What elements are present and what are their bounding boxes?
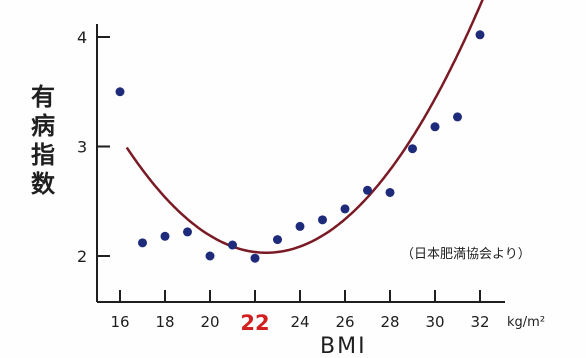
source-note: （日本肥満協会より）: [401, 247, 531, 262]
fit-curve: [125, 0, 484, 254]
x-axis-label: BMI: [320, 334, 367, 358]
data-point: [408, 144, 417, 154]
data-point: [115, 87, 125, 97]
data-point: [228, 240, 237, 250]
data-point: [273, 235, 282, 245]
y-tick-label: 4: [77, 28, 87, 47]
x-tick-label: 28: [380, 313, 399, 331]
y-axis-title-char: 病: [31, 112, 55, 140]
x-tick-label: 32: [470, 313, 489, 331]
data-point: [363, 185, 372, 195]
x-tick-label-highlight: 22: [240, 311, 269, 335]
data-point: [183, 227, 192, 237]
data-point: [318, 215, 327, 225]
data-point: [160, 231, 170, 241]
data-point: [205, 251, 215, 261]
y-axis-title-char: 指: [31, 141, 55, 169]
x-ticks: 16 18 20 22 24 26 28 30 32: [110, 290, 490, 335]
data-point: [475, 30, 485, 40]
x-tick-label: 18: [155, 313, 174, 331]
y-tick-label: 2: [77, 247, 87, 266]
x-tick-label: 26: [335, 313, 354, 331]
data-points: [115, 30, 485, 263]
x-tick-label: 20: [200, 313, 219, 331]
data-point: [295, 221, 305, 231]
data-point: [138, 238, 147, 248]
x-tick-label: 30: [425, 313, 444, 331]
x-tick-label: 16: [110, 313, 129, 331]
data-point: [340, 204, 350, 214]
y-tick-label: 3: [77, 138, 87, 157]
y-axis-title-char: 数: [31, 170, 56, 198]
y-axis-title-char: 有: [31, 83, 55, 111]
data-point: [430, 122, 440, 132]
x-tick-label: 24: [290, 313, 309, 331]
x-axis-unit: kg/m²: [507, 315, 545, 330]
data-point: [385, 187, 395, 197]
y-ticks: 2 3 4: [77, 28, 110, 266]
data-point: [250, 253, 260, 263]
data-point: [453, 112, 462, 122]
